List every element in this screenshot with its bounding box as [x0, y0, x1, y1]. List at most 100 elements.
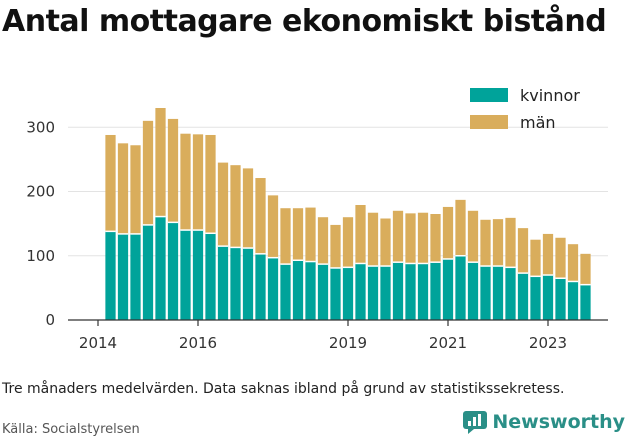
bar-kvinnor — [555, 278, 566, 320]
bar-kvinnor — [130, 233, 141, 320]
bar-man — [230, 165, 241, 248]
bar-man — [180, 133, 191, 231]
bar-man — [167, 118, 179, 223]
bar-man — [380, 218, 391, 267]
bar-kvinnor — [392, 262, 404, 320]
x-tick-label: 2023 — [529, 334, 567, 352]
axes: 0 100 200 300 2014 2016 2019 2021 2023 — [26, 118, 608, 352]
bar-man — [405, 213, 416, 264]
x-tick-label: 2014 — [79, 334, 117, 352]
bar-man — [242, 168, 254, 249]
bar-man — [530, 239, 541, 277]
bar-kvinnor — [230, 247, 241, 320]
brand-logo[interactable]: Newsworthy — [462, 410, 625, 434]
bar-man — [305, 207, 316, 262]
bar-kvinnor — [355, 263, 366, 320]
bar-kvinnor — [542, 275, 554, 320]
legend-swatch — [470, 88, 508, 102]
bar-man — [492, 219, 504, 267]
bar-kvinnor — [167, 222, 179, 320]
x-tick-label: 2021 — [429, 334, 467, 352]
bar-man — [505, 217, 516, 268]
bar-man — [105, 134, 116, 232]
bar-kvinnor — [305, 261, 316, 320]
bar-kvinnor — [255, 253, 266, 320]
bar-kvinnor — [292, 260, 304, 320]
bar-kvinnor — [367, 266, 379, 320]
bar-man — [142, 120, 154, 225]
bar-man — [205, 134, 216, 234]
bar-kvinnor — [105, 231, 116, 320]
bar-kvinnor — [192, 230, 204, 320]
bar-man — [267, 195, 279, 258]
bar-kvinnor — [155, 216, 166, 320]
legend-swatch — [470, 115, 508, 129]
bar-kvinnor — [205, 233, 216, 320]
bar-kvinnor — [580, 284, 591, 320]
bar-man — [217, 162, 229, 247]
y-tick-label: 0 — [45, 311, 55, 329]
bar-man — [542, 233, 554, 276]
bar-man — [130, 145, 141, 234]
y-tick-label: 200 — [26, 183, 55, 201]
chart-title: Antal mottagare ekonomiskt bistånd — [2, 4, 607, 39]
bar-kvinnor — [342, 267, 354, 320]
bar-man — [317, 217, 329, 265]
bar-man — [280, 208, 291, 265]
bar-kvinnor — [517, 273, 529, 320]
bar-man — [192, 134, 204, 231]
legend-label: kvinnor — [520, 86, 580, 105]
bar-man — [367, 212, 379, 267]
bar-kvinnor — [180, 230, 191, 320]
bar-man — [517, 228, 529, 274]
bar-kvinnor — [242, 248, 254, 320]
bar-man — [417, 212, 429, 264]
bar-kvinnor — [417, 263, 429, 320]
bar-kvinnor — [442, 258, 454, 320]
bar-man — [292, 208, 304, 261]
bar-kvinnor — [455, 255, 466, 320]
y-tick-label: 100 — [26, 247, 55, 265]
newsworthy-logo-icon — [463, 411, 488, 434]
bar-kvinnor — [430, 262, 441, 320]
bar-kvinnor — [530, 276, 541, 320]
bar-kvinnor — [217, 246, 229, 320]
y-tick-label: 300 — [26, 118, 55, 136]
bar-man — [330, 224, 341, 268]
bar-man — [155, 108, 166, 217]
bar-man — [430, 214, 441, 263]
bar-kvinnor — [280, 264, 291, 320]
bar-kvinnor — [405, 263, 416, 320]
bar-kvinnor — [567, 281, 579, 320]
bar-man — [355, 205, 366, 264]
brand-name: Newsworthy — [492, 411, 625, 433]
footnote: Tre månaders medelvärden. Data saknas ib… — [2, 381, 565, 397]
bar-man — [255, 178, 266, 254]
bar-kvinnor — [467, 262, 479, 320]
bar-kvinnor — [480, 266, 491, 320]
bar-kvinnor — [117, 233, 129, 320]
bar-kvinnor — [492, 266, 504, 320]
bar-kvinnor — [317, 264, 329, 320]
legend-label: män — [520, 113, 556, 132]
bar-kvinnor — [330, 267, 341, 320]
bar-man — [392, 210, 404, 263]
x-tick-label: 2019 — [329, 334, 367, 352]
bar-kvinnor — [505, 267, 516, 320]
x-tick-label: 2016 — [179, 334, 217, 352]
source-text: Källa: Socialstyrelsen — [2, 422, 140, 437]
bar-kvinnor — [267, 257, 279, 320]
bar-kvinnor — [142, 224, 154, 320]
bar-man — [555, 237, 566, 279]
bar-man — [117, 143, 129, 234]
bar-man — [567, 244, 579, 282]
bar-kvinnor — [380, 266, 391, 320]
bars — [105, 108, 591, 320]
bar-man — [342, 217, 354, 268]
bar-man — [455, 199, 466, 256]
legend: kvinnor män — [470, 86, 580, 132]
bar-man — [467, 210, 479, 263]
bar-man — [480, 219, 491, 267]
bar-man — [580, 253, 591, 285]
